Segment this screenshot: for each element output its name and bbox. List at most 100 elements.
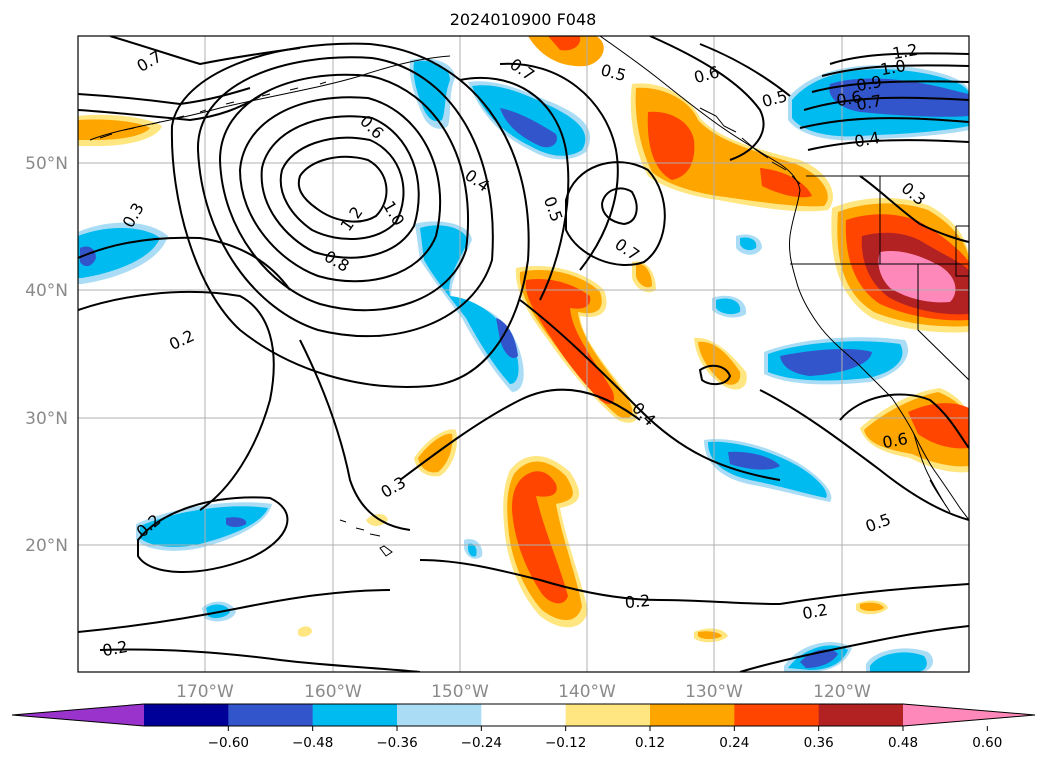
lon-label-160w: 160°W bbox=[304, 682, 362, 702]
contour-0.3-west bbox=[78, 236, 291, 291]
shade-red-coast-bc2 bbox=[760, 168, 812, 198]
contour-0.5-right bbox=[649, 36, 765, 161]
contour-0.6-northeast bbox=[799, 117, 969, 129]
contour-label: 0.6 bbox=[835, 87, 863, 110]
lon-label-170w: 170°W bbox=[176, 682, 234, 702]
baja-coast bbox=[913, 433, 951, 513]
map-frame bbox=[77, 35, 970, 673]
shade-blue-subtrop-east bbox=[728, 451, 780, 470]
contour-1.2-ring bbox=[297, 155, 388, 223]
bc-islands bbox=[699, 107, 801, 185]
shade-orange-small-mid2 bbox=[636, 263, 652, 288]
colorbar-tick-label: 0.48 bbox=[888, 735, 918, 751]
contour-0.6-right bbox=[699, 43, 791, 97]
lat-label-30n: 30°N bbox=[25, 409, 68, 429]
colorbar-tick-label: 0.60 bbox=[972, 735, 1002, 751]
colorbar-bin bbox=[312, 704, 398, 726]
contour-0.6-baja bbox=[839, 393, 969, 449]
colorbar-bin bbox=[228, 704, 314, 726]
hawaii-islands bbox=[339, 519, 393, 557]
contour-0.3-mid bbox=[299, 339, 411, 531]
shade-cyan-small-mid bbox=[468, 543, 477, 557]
contour-0.6-ring bbox=[196, 56, 494, 338]
shade-blue-west-core bbox=[80, 246, 96, 267]
map-title: 2024010900 F048 bbox=[450, 10, 597, 29]
state-border-nv bbox=[917, 264, 969, 381]
lat-label-50n: 50°N bbox=[25, 154, 68, 174]
shade-blue-central bbox=[496, 318, 518, 359]
shade-cyan-small-ore bbox=[716, 298, 741, 315]
lat-label-40n: 40°N bbox=[25, 281, 68, 301]
contour-0.8-northeast bbox=[811, 80, 969, 93]
colorbar-tick-label: −0.60 bbox=[208, 735, 249, 751]
shade-yellow-small-nearhi bbox=[366, 514, 388, 526]
contour-0.5-low bbox=[78, 95, 261, 121]
state-border-mt bbox=[955, 225, 969, 277]
shade-cyan-aleutian bbox=[413, 60, 450, 122]
contour-label: 0.2 bbox=[101, 637, 129, 660]
shade-red-baja bbox=[908, 403, 969, 449]
contour-0.6-gulf bbox=[499, 62, 619, 271]
colorbar-tick-label: −0.48 bbox=[292, 735, 333, 751]
colorbar-bin bbox=[565, 704, 651, 726]
contour-0.3-interior bbox=[859, 175, 969, 243]
shade-orange-small-east bbox=[860, 602, 884, 611]
contour-0.9-ring bbox=[260, 115, 420, 259]
colorbar-bin bbox=[734, 704, 820, 726]
shade-red-top bbox=[548, 36, 581, 51]
contour-small-ca bbox=[699, 364, 731, 386]
lat-label-20n: 20°N bbox=[25, 536, 68, 556]
shade-cyan-bottom-right2 bbox=[870, 652, 927, 672]
colorbar-tick-label: 0.12 bbox=[635, 735, 665, 751]
shade-yellow-small-sw bbox=[298, 626, 312, 637]
contour-0.7-ring bbox=[219, 73, 470, 312]
contour-0.4-main bbox=[170, 42, 530, 388]
colorbar-tick-label: 0.24 bbox=[719, 735, 749, 751]
lon-label-140w: 140°W bbox=[558, 682, 616, 702]
contour-0.2-bottom bbox=[99, 648, 421, 672]
contour-0.5-east bbox=[759, 389, 969, 521]
contour-lines bbox=[78, 36, 969, 672]
contour-label: 1.0 bbox=[879, 56, 907, 79]
shade-orange-small-sub2 bbox=[698, 631, 722, 639]
longitude-labels: 170°W 160°W 150°W 140°W 130°W 120°W bbox=[176, 682, 871, 702]
colorbar-bin bbox=[481, 704, 567, 726]
contour-0.4-northeast bbox=[807, 139, 969, 151]
shade-cyan-hawaii-west bbox=[140, 506, 268, 547]
contour-0.2-south bbox=[78, 589, 391, 633]
lon-label-130w: 130°W bbox=[685, 682, 743, 702]
contour-label: 0.9 bbox=[855, 72, 883, 95]
colorbar-bin bbox=[818, 704, 904, 726]
contour-1.2-northeast bbox=[829, 52, 969, 65]
shade-blue-hawaii-west bbox=[226, 517, 247, 527]
colorbar-extend-high bbox=[903, 704, 1035, 726]
contour-0.2-hawaii-west bbox=[137, 496, 289, 573]
contour-label: 0.7 bbox=[855, 91, 883, 114]
contour-0.5-gulf bbox=[459, 76, 570, 301]
lon-label-120w: 120°W bbox=[813, 682, 871, 702]
coastlines-borders bbox=[89, 36, 969, 557]
contour-0.3-sub bbox=[399, 388, 641, 481]
latitude-labels: 50°N 40°N 30°N 20°N bbox=[25, 154, 68, 556]
contour-label: 0.4 bbox=[853, 128, 881, 151]
contour-0.8-ring bbox=[239, 96, 441, 283]
colorbar-bin bbox=[397, 704, 482, 726]
colorbar-tick-label: −0.12 bbox=[545, 735, 586, 751]
contour-0.2-right bbox=[779, 583, 969, 605]
shade-blue-bottom-right1 bbox=[800, 649, 838, 668]
graticule bbox=[78, 36, 969, 672]
colorbar-outline bbox=[11, 703, 1036, 727]
contour-0.2-west bbox=[78, 290, 275, 511]
us-west-coast bbox=[789, 189, 969, 521]
colorbar-tick-label: 0.36 bbox=[804, 735, 834, 751]
colorbar-bin bbox=[144, 704, 229, 726]
contour-label: 0.6 bbox=[881, 429, 909, 452]
contour-0.7-outer-east bbox=[565, 161, 666, 267]
colorbar-extend-low bbox=[12, 704, 144, 726]
colorbar-tick-label: −0.24 bbox=[461, 735, 502, 751]
shade-red-subtrop bbox=[512, 471, 568, 604]
shade-cyan-small-bc bbox=[740, 237, 757, 251]
contour-0.2-sub bbox=[419, 559, 781, 605]
colorbar-tick-label: −0.36 bbox=[376, 735, 417, 751]
